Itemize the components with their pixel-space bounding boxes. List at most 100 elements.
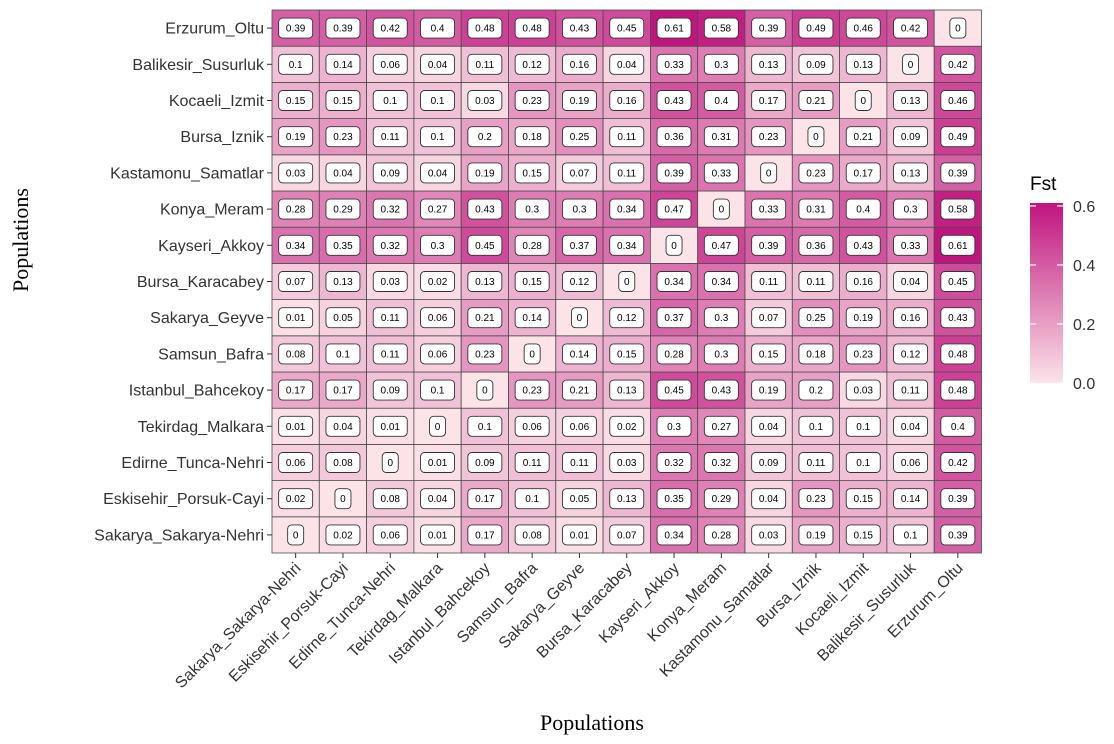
cell-label-box <box>703 126 739 148</box>
cell-label-box <box>420 379 455 401</box>
cell-label-box <box>372 198 408 220</box>
y-tick-label: Balikesir_Susurluk <box>132 57 265 74</box>
legend-tick-label: 0.4 <box>1073 258 1095 275</box>
cell-label-box <box>278 415 314 437</box>
cell-label-box <box>562 17 597 39</box>
cell-value-label: 0.4 <box>951 422 965 433</box>
cell-label-box <box>372 17 408 39</box>
cell-value-label: 0.14 <box>570 349 590 360</box>
y-tick-label: Sakarya_Geyve <box>150 310 264 327</box>
cell-value-label: 0.09 <box>901 132 921 143</box>
cell-value-label: 0.03 <box>617 458 637 469</box>
cell-label-box <box>845 53 881 75</box>
cell-label-box <box>514 162 550 184</box>
cell-value-label: 0.02 <box>617 422 637 433</box>
cell-label-box <box>940 90 976 111</box>
cell-value-label: 0.03 <box>475 96 495 107</box>
cell-label-box <box>609 17 645 39</box>
cell-label-box <box>751 53 787 75</box>
cell-label-box <box>845 162 881 184</box>
cell-label-box <box>845 271 881 292</box>
cell-label-box <box>798 198 834 220</box>
cell-value-label: 0.14 <box>333 60 353 71</box>
cell-value-label: 0.04 <box>333 168 353 179</box>
cell-label-box <box>703 234 739 256</box>
cell-value-label: 0.28 <box>286 205 306 216</box>
cell-value-label: 0.46 <box>948 96 968 107</box>
cell-value-label: 0.01 <box>428 458 448 469</box>
cell-value-label: 0.04 <box>901 422 921 433</box>
cell-value-label: 0.07 <box>759 313 779 324</box>
cell-value-label: 0.3 <box>904 205 918 216</box>
cell-label-box <box>562 452 597 473</box>
cell-label-box <box>420 452 455 473</box>
cell-label-box <box>514 379 550 401</box>
cell-label-box <box>656 379 692 401</box>
cell-value-label: 0 <box>860 96 866 107</box>
cell-label-box <box>751 343 787 365</box>
cell-label-box <box>278 234 314 256</box>
cell-label-box <box>656 53 692 75</box>
cell-label-box <box>751 198 787 220</box>
cell-label-box <box>325 524 361 546</box>
y-tick-label: Edirne_Tunca-Nehri <box>121 455 264 472</box>
cell-value-label: 0.01 <box>381 422 401 433</box>
cell-label-box <box>618 271 636 292</box>
cell-label-box <box>609 379 645 401</box>
cell-value-label: 0.16 <box>854 277 874 288</box>
cell-value-label: 0.32 <box>712 458 732 469</box>
cell-value-label: 0.23 <box>806 168 826 179</box>
cell-value-label: 0.28 <box>664 349 684 360</box>
cell-value-label: 0.11 <box>381 349 400 360</box>
cell-value-label: 0.19 <box>475 168 495 179</box>
cell-label-box <box>940 198 976 220</box>
cell-value-label: 0.37 <box>664 313 684 324</box>
cell-value-label: 0.27 <box>428 205 448 216</box>
cell-label-box <box>751 307 787 329</box>
cell-value-label: 0.43 <box>475 205 495 216</box>
cell-value-label: 0.3 <box>431 241 445 252</box>
cell-value-label: 0.05 <box>570 494 590 505</box>
cell-label-box <box>562 415 597 437</box>
cell-value-label: 0.13 <box>475 277 495 288</box>
cell-label-box <box>278 17 314 39</box>
cell-label-box <box>751 90 787 111</box>
cell-value-label: 0.42 <box>901 24 921 35</box>
cell-label-box <box>751 524 787 546</box>
cell-label-box <box>656 343 692 365</box>
cell-label-box <box>609 234 645 256</box>
cell-label-box <box>854 90 872 111</box>
cell-value-label: 0.19 <box>570 96 590 107</box>
cell-label-box <box>325 379 361 401</box>
cell-label-box <box>845 17 881 39</box>
cell-label-box <box>514 126 550 148</box>
legend-tick-label: 0.6 <box>1073 199 1095 216</box>
x-tick-label: Kayseri_Akkoy <box>596 560 683 647</box>
cell-label-box <box>372 524 408 546</box>
cell-label-box <box>420 524 455 546</box>
cell-value-label: 0.02 <box>333 530 353 541</box>
cell-value-label: 0.09 <box>381 386 401 397</box>
cell-label-box <box>656 415 692 437</box>
cell-value-label: 0.11 <box>475 60 494 71</box>
cell-label-box <box>798 343 834 365</box>
cell-value-label: 0.61 <box>948 241 968 252</box>
cell-label-box <box>798 234 834 256</box>
cell-value-label: 0.11 <box>381 313 400 324</box>
cell-value-label: 0.45 <box>475 241 495 252</box>
cell-value-label: 0.11 <box>381 132 400 143</box>
cell-value-label: 0.45 <box>617 24 637 35</box>
cell-value-label: 0.39 <box>664 168 684 179</box>
cell-label-box <box>940 452 976 473</box>
cell-label-box <box>467 307 503 329</box>
cell-value-label: 0.09 <box>759 458 779 469</box>
cell-label-box <box>798 271 834 292</box>
cell-label-box <box>562 198 597 220</box>
cell-label-box <box>798 90 834 111</box>
cell-label-box <box>420 53 455 75</box>
cell-label-box <box>798 162 834 184</box>
cell-value-label: 0.48 <box>948 349 968 360</box>
cell-value-label: 0.21 <box>854 132 874 143</box>
cell-label-box <box>807 126 825 148</box>
cell-label-box <box>562 53 597 75</box>
